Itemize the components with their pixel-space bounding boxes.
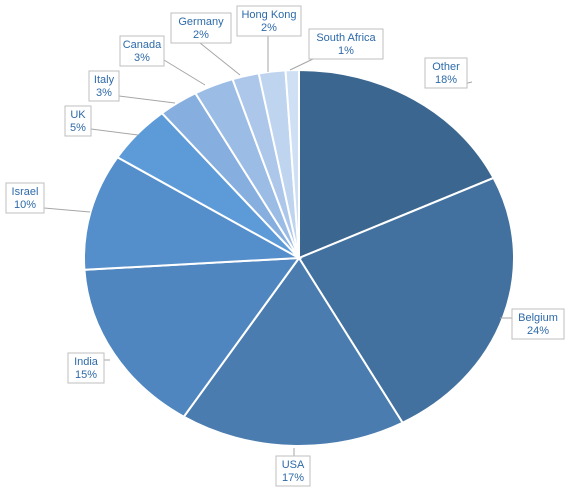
data-label-category: Israel	[12, 186, 39, 198]
data-label-value: 1%	[338, 45, 354, 57]
leader-line	[43, 207, 91, 213]
data-label-category: USA	[282, 459, 305, 471]
data-label-value: 18%	[435, 74, 457, 86]
data-label-box	[64, 105, 92, 137]
leader-line	[199, 42, 241, 76]
data-label-box	[67, 352, 105, 384]
pie-slice-usa	[182, 256, 405, 447]
data-label-box	[275, 455, 311, 487]
data-label-category: Italy	[94, 74, 115, 86]
data-label-value: 15%	[75, 369, 97, 381]
data-label-box	[5, 182, 45, 214]
data-label-value: 2%	[193, 29, 209, 41]
data-label-category: UK	[70, 109, 86, 121]
data-label-value: 3%	[96, 87, 112, 99]
pie-slice-belgium	[297, 176, 516, 425]
data-label-box	[308, 28, 384, 60]
data-label-value: 10%	[14, 199, 36, 211]
data-label-value: 17%	[282, 472, 304, 484]
data-label: UK5%	[64, 105, 92, 137]
data-label-category: Other	[432, 61, 460, 73]
data-label-category: India	[74, 356, 99, 368]
pie-slice-israel	[83, 155, 303, 271]
data-label-category: Hong Kong	[241, 9, 296, 21]
data-label-category: Belgium	[518, 312, 558, 324]
data-label-box	[236, 5, 302, 37]
data-label-value: 24%	[527, 325, 549, 337]
pie-slice-south-africa	[284, 68, 300, 259]
leader-lines	[43, 36, 512, 456]
data-label-box	[170, 12, 232, 44]
leader-line	[90, 128, 139, 136]
data-label-category: Canada	[123, 39, 162, 51]
data-label-value: 5%	[70, 122, 86, 134]
pie-slice-other	[298, 68, 495, 260]
data-label-box	[424, 57, 468, 89]
pie-slice-india	[83, 256, 302, 419]
data-label-box	[119, 35, 165, 67]
data-label-category: Germany	[178, 16, 224, 28]
data-label-box	[88, 70, 120, 102]
data-label-category: South Africa	[316, 32, 376, 44]
data-label-value: 3%	[134, 52, 150, 64]
pie-slices	[83, 68, 516, 447]
leader-line	[163, 59, 206, 86]
data-label-box	[511, 308, 565, 340]
data-label-value: 2%	[261, 22, 277, 34]
leader-line	[118, 95, 176, 104]
leader-line	[289, 58, 314, 71]
